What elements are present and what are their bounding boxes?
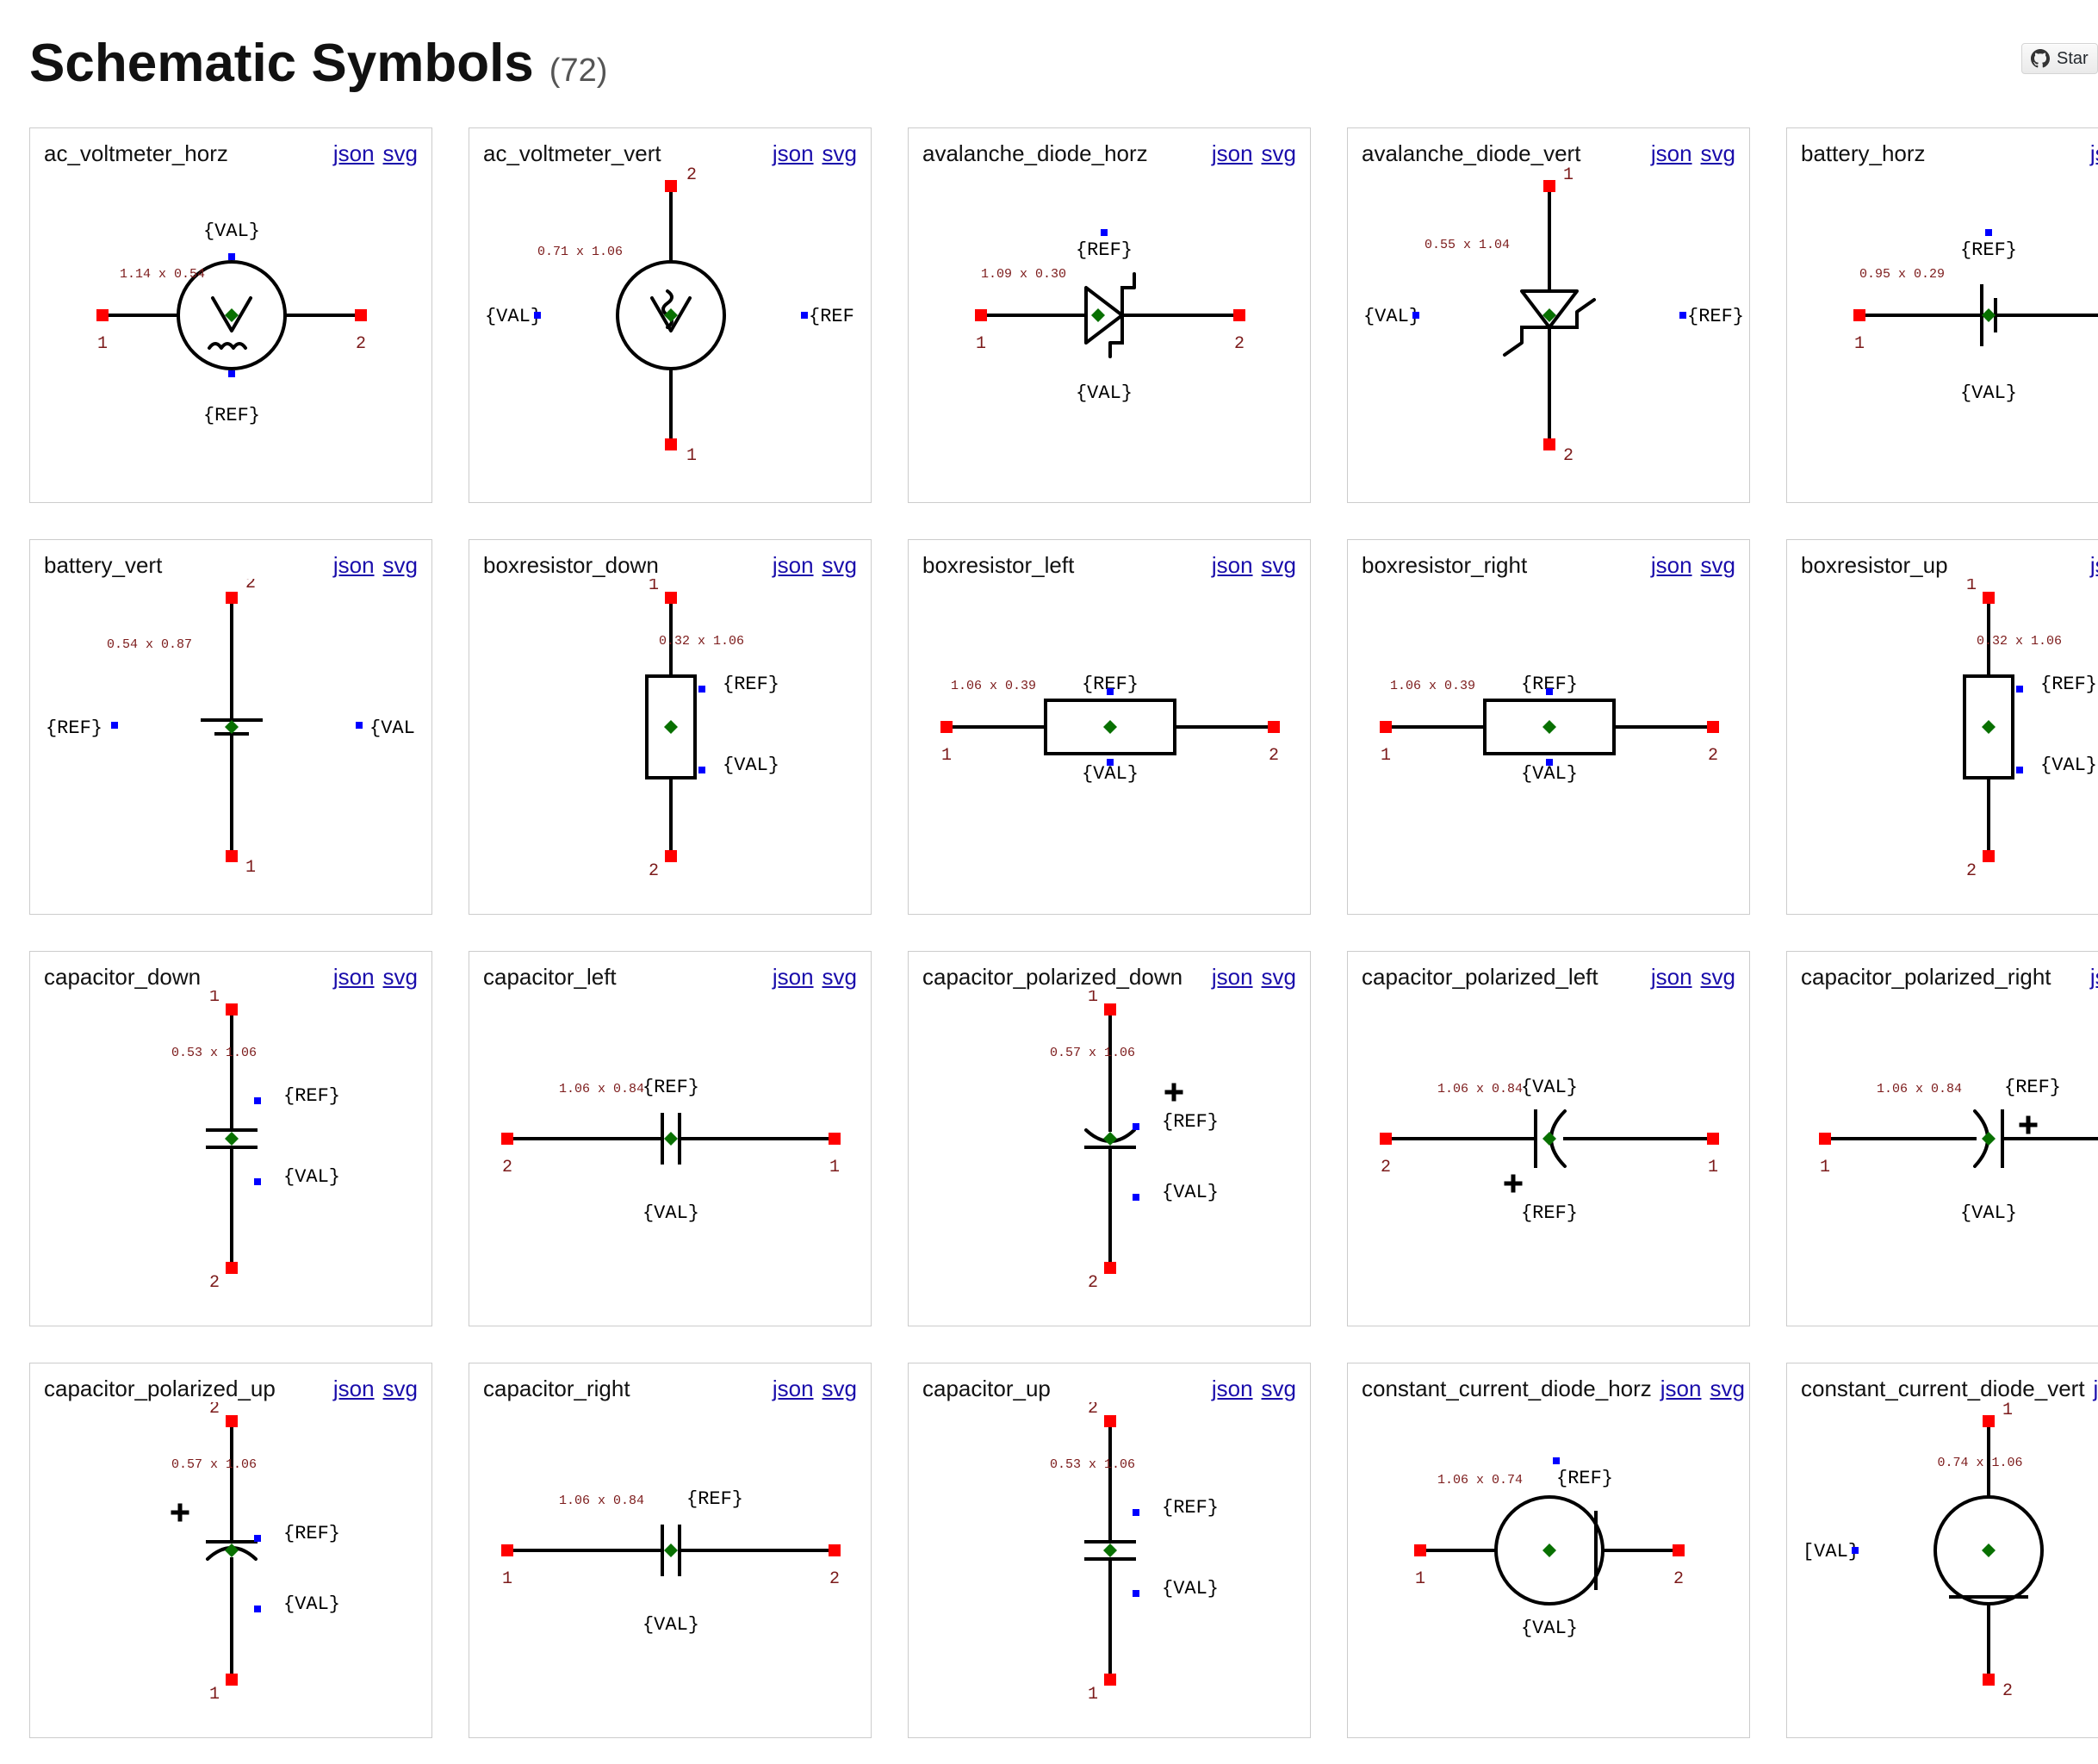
svg-text:{VAL}: {VAL} bbox=[642, 1614, 699, 1636]
svg-text:1: 1 bbox=[2002, 1402, 2013, 1420]
svg-text:0.55 x 1.04: 0.55 x 1.04 bbox=[1425, 238, 1510, 252]
svg-text:{REF}: {REF} bbox=[2040, 674, 2097, 695]
svg-text:1: 1 bbox=[1088, 1685, 1098, 1705]
svg-text:2: 2 bbox=[209, 1402, 220, 1419]
svg-text:2: 2 bbox=[829, 1569, 840, 1589]
svg-text:1.06 x 0.39: 1.06 x 0.39 bbox=[951, 679, 1036, 693]
svg-text:{REF}: {REF} bbox=[1162, 1497, 1219, 1519]
svg-text:1: 1 bbox=[1563, 167, 1574, 185]
svg-text:1: 1 bbox=[245, 858, 256, 878]
svg-text:{REF}: {REF} bbox=[283, 1523, 340, 1544]
svg-text:1: 1 bbox=[941, 746, 952, 766]
svg-text:1: 1 bbox=[502, 1569, 512, 1589]
svg-text:2: 2 bbox=[1563, 446, 1574, 466]
svg-text:{VAL}: {VAL} bbox=[1162, 1578, 1219, 1599]
svg-text:{VAL}: {VAL} bbox=[2040, 755, 2097, 776]
svg-text:{VAL}: {VAL} bbox=[1521, 1618, 1578, 1639]
svg-text:1: 1 bbox=[649, 579, 659, 595]
svg-text:{REF}: {REF} bbox=[2004, 1077, 2061, 1098]
svg-text:2: 2 bbox=[1234, 334, 1245, 354]
svg-text:2: 2 bbox=[1673, 1569, 1684, 1589]
svg-text:0.95 x 0.29: 0.95 x 0.29 bbox=[1859, 267, 1945, 282]
svg-text:0.71 x 1.06: 0.71 x 1.06 bbox=[537, 245, 623, 259]
svg-text:0.32 x 1.06: 0.32 x 1.06 bbox=[1977, 634, 2062, 649]
svg-text:1: 1 bbox=[1381, 746, 1391, 766]
svg-text:{REF}: {REF} bbox=[203, 405, 260, 426]
svg-text:1: 1 bbox=[1415, 1569, 1425, 1589]
svg-text:1: 1 bbox=[1088, 991, 1098, 1007]
svg-text:2: 2 bbox=[209, 1273, 220, 1293]
svg-text:{VAL}: {VAL} bbox=[1960, 1202, 2017, 1224]
svg-text:2: 2 bbox=[649, 861, 659, 881]
svg-text:{REF}: {REF} bbox=[686, 1488, 743, 1510]
svg-text:{REF}: {REF} bbox=[723, 674, 779, 695]
svg-text:2: 2 bbox=[1088, 1273, 1098, 1293]
svg-text:1: 1 bbox=[976, 334, 986, 354]
svg-text:{VAL}: {VAL} bbox=[1363, 306, 1420, 327]
svg-text:{VAL}: {VAL} bbox=[283, 1166, 340, 1188]
svg-text:0.57 x 1.06: 0.57 x 1.06 bbox=[1050, 1046, 1135, 1060]
svg-text:2: 2 bbox=[356, 334, 366, 354]
svg-text:2: 2 bbox=[686, 167, 697, 185]
svg-text:1.06 x 0.84: 1.06 x 0.84 bbox=[559, 1082, 644, 1096]
svg-text:{VAL}: {VAL} bbox=[1521, 1077, 1578, 1098]
svg-text:{VAL}: {VAL} bbox=[203, 220, 260, 242]
svg-text:{REF}: {REF} bbox=[1076, 239, 1133, 261]
svg-text:{VAL}: {VAL} bbox=[1960, 382, 2017, 404]
svg-text:{VAL}: {VAL} bbox=[1082, 763, 1139, 785]
svg-text:1: 1 bbox=[1820, 1158, 1830, 1177]
svg-text:{REF}: {REF} bbox=[1687, 306, 1744, 327]
svg-text:{REF}: {REF} bbox=[1521, 1202, 1578, 1224]
svg-text:1: 1 bbox=[686, 446, 697, 466]
svg-text:1: 1 bbox=[829, 1158, 840, 1177]
svg-text:1: 1 bbox=[1854, 334, 1865, 354]
svg-text:2: 2 bbox=[245, 579, 256, 593]
svg-text:{VAL}: {VAL} bbox=[1162, 1182, 1219, 1203]
svg-text:2: 2 bbox=[1269, 746, 1279, 766]
svg-text:1: 1 bbox=[1708, 1158, 1718, 1177]
svg-text:1.09 x 0.30: 1.09 x 0.30 bbox=[981, 267, 1066, 282]
svg-text:{REF}: {REF} bbox=[642, 1077, 699, 1098]
svg-text:1: 1 bbox=[1966, 579, 1977, 595]
svg-text:2: 2 bbox=[1708, 746, 1718, 766]
svg-text:0.74 x 1.06: 0.74 x 1.06 bbox=[1937, 1456, 2022, 1470]
svg-text:1.14 x 0.54: 1.14 x 0.54 bbox=[120, 267, 205, 282]
svg-text:{VAL}: {VAL} bbox=[485, 306, 542, 327]
svg-text:{REF}: {REF} bbox=[283, 1085, 340, 1107]
svg-text:{REF}: {REF} bbox=[1556, 1468, 1613, 1489]
svg-text:2: 2 bbox=[1381, 1158, 1391, 1177]
svg-text:1.06 x 0.84: 1.06 x 0.84 bbox=[559, 1494, 644, 1508]
svg-text:1.06 x 0.84: 1.06 x 0.84 bbox=[1877, 1082, 1962, 1096]
svg-text:{VAL}: {VAL} bbox=[723, 755, 779, 776]
svg-text:[VAL}: [VAL} bbox=[1803, 1541, 1859, 1562]
svg-text:0.54 x 0.87: 0.54 x 0.87 bbox=[107, 637, 192, 652]
svg-text:{REF}: {REF} bbox=[46, 717, 102, 739]
svg-text:1: 1 bbox=[209, 1685, 220, 1705]
svg-text:{VAL}: {VAL} bbox=[1521, 763, 1578, 785]
svg-text:2: 2 bbox=[2002, 1681, 2013, 1701]
svg-text:{VAL}: {VAL} bbox=[283, 1593, 340, 1615]
svg-text:{VAL}: {VAL} bbox=[642, 1202, 699, 1224]
svg-text:1.06 x 0.39: 1.06 x 0.39 bbox=[1390, 679, 1475, 693]
svg-text:2: 2 bbox=[1966, 861, 1977, 881]
svg-text:2: 2 bbox=[502, 1158, 512, 1177]
svg-text:2: 2 bbox=[1088, 1402, 1098, 1419]
svg-text:0.32 x 1.06: 0.32 x 1.06 bbox=[659, 634, 744, 649]
svg-text:1: 1 bbox=[97, 334, 108, 354]
svg-text:{REF}: {REF} bbox=[1960, 239, 2017, 261]
svg-text:{REF: {REF bbox=[809, 306, 854, 327]
svg-text:1.06 x 0.74: 1.06 x 0.74 bbox=[1437, 1473, 1523, 1488]
svg-text:0.53 x 1.06: 0.53 x 1.06 bbox=[171, 1046, 257, 1060]
svg-text:0.53 x 1.06: 0.53 x 1.06 bbox=[1050, 1457, 1135, 1472]
svg-text:0.57 x 1.06: 0.57 x 1.06 bbox=[171, 1457, 257, 1472]
svg-text:1.06 x 0.84: 1.06 x 0.84 bbox=[1437, 1082, 1523, 1096]
svg-text:{VAL: {VAL bbox=[369, 717, 415, 739]
svg-text:{VAL}: {VAL} bbox=[1076, 382, 1133, 404]
svg-text:1: 1 bbox=[209, 991, 220, 1007]
svg-text:{REF}: {REF} bbox=[1162, 1111, 1219, 1133]
